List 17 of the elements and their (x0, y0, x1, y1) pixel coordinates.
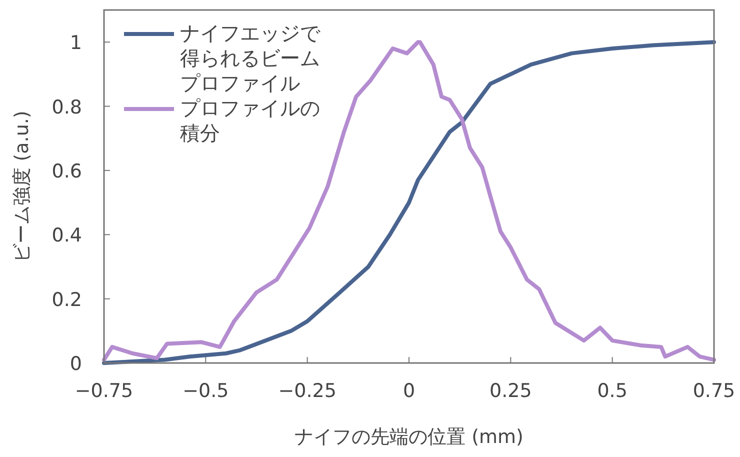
x-axis-title: ナイフの先端の位置 (mm) (294, 426, 524, 448)
y-tick-label: 0.4 (52, 224, 82, 247)
y-tick-label: 0.8 (52, 96, 82, 118)
x-tick-label: 0.5 (597, 380, 628, 402)
x-tick-label: −0.75 (74, 380, 134, 402)
y-tick-label: 0.6 (52, 160, 82, 182)
legend-label: ナイフエッジで得られるビームプロファイル (180, 21, 321, 95)
y-axis-title: ビーム強度 (a.u.) (11, 110, 33, 262)
x-tick-label: −0.5 (182, 380, 229, 402)
legend-label: プロファイルの積分 (180, 96, 320, 145)
y-tick-label: 0 (70, 353, 82, 375)
x-tick-label: 0.75 (692, 380, 736, 402)
y-tick-label: 1 (70, 32, 82, 54)
y-tick-label: 0.2 (52, 288, 82, 311)
x-tick-label: 0 (402, 380, 416, 402)
x-tick-label: 0.25 (490, 380, 532, 402)
x-tick-label: −0.25 (278, 380, 336, 402)
